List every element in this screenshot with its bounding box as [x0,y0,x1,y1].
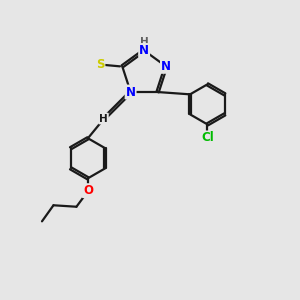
Text: H: H [140,37,148,47]
Text: H: H [99,113,108,124]
Text: S: S [96,58,104,71]
Text: N: N [139,44,149,57]
Text: N: N [161,60,171,73]
Text: O: O [83,184,93,197]
Text: Cl: Cl [201,131,214,144]
Text: N: N [126,85,136,98]
